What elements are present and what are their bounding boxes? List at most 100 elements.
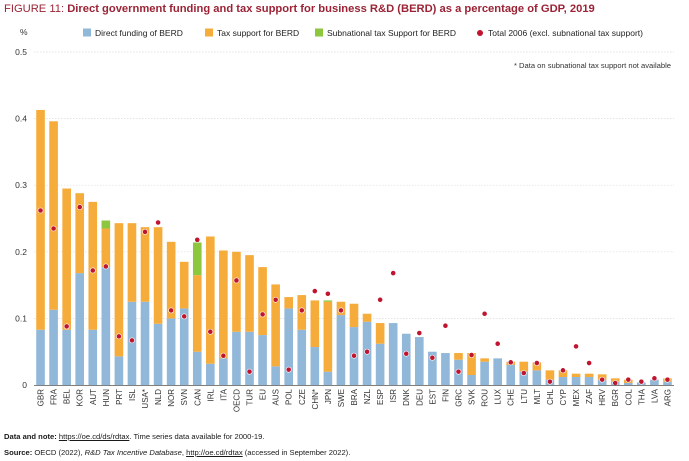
bar-segment [232, 331, 241, 385]
y-tick-label: 0.3 [15, 180, 27, 190]
legend-label: Direct funding of BERD [95, 28, 183, 38]
marker-point [338, 307, 344, 314]
bar-segment [127, 223, 137, 302]
data-note-link[interactable]: https://oe.cd/ds/rdtax [58, 432, 130, 441]
marker-point [586, 360, 593, 366]
bar-segment [480, 358, 489, 362]
marker-point [403, 350, 410, 357]
marker-point [207, 328, 214, 335]
bar-segment [271, 366, 280, 385]
x-tick-label: HRV [598, 388, 607, 405]
bar-segment [127, 301, 137, 385]
marker-point [664, 376, 671, 383]
bar-chart: 0 0.1 0.2 0.3 0.4 0.5 % Direct funding of BER… [15, 27, 674, 412]
source-label: Source: [4, 448, 33, 457]
marker-point [351, 352, 357, 359]
source-text: OECD (2022), [32, 448, 85, 457]
marker-point [155, 219, 161, 226]
bar-segment [584, 377, 594, 385]
x-tick-label: EST [428, 389, 437, 405]
x-tick-label: FIN [441, 389, 450, 402]
bar-segment [206, 236, 215, 364]
marker-point [324, 290, 331, 297]
marker-point [220, 352, 227, 359]
marker-point [442, 322, 449, 329]
x-tick-label: GBR [37, 389, 46, 407]
marker-point [76, 204, 83, 211]
source-database: R&D Tax Incentive Database [84, 448, 182, 457]
marker-point [573, 343, 579, 350]
y-tick-label: 0.4 [15, 114, 27, 124]
x-tick-label: ISR [389, 389, 398, 403]
marker-point [298, 307, 305, 314]
bar-segment [584, 373, 594, 378]
source-link[interactable]: http://oe.cd/rdtax [186, 448, 243, 457]
bar-segment [284, 308, 294, 385]
bar-segment [467, 353, 476, 376]
bar-segment [650, 379, 659, 385]
marker-point [494, 340, 501, 347]
bar-segment [349, 303, 359, 328]
source-sep: , [181, 448, 187, 457]
bar-segment [101, 267, 111, 385]
bar-segment [245, 331, 254, 385]
marker-point [272, 296, 279, 303]
x-tick-label: HUN [102, 389, 111, 407]
bar-segment [323, 300, 333, 302]
marker-point [233, 277, 240, 284]
marker-point [115, 333, 122, 340]
marker-point [638, 378, 645, 385]
x-tick-label: NZL [363, 388, 372, 404]
bar-segment [49, 121, 58, 310]
bar-segment [219, 250, 228, 359]
x-tick-label: CHL [546, 388, 555, 405]
marker-point [625, 376, 632, 383]
marker-point [89, 267, 96, 274]
legend-label: Tax support for BERD [217, 28, 299, 38]
bar-segment [140, 227, 150, 302]
bar-segment [610, 378, 620, 382]
x-tick-label: ROU [481, 389, 490, 407]
figure-title-text: Direct government funding and tax suppor… [67, 3, 595, 15]
x-tick-label: LUX [494, 388, 503, 404]
x-tick-label: MEX [572, 388, 581, 406]
y-axis-label: % [20, 27, 28, 37]
bar-segment [101, 228, 111, 268]
bar-segment [153, 323, 163, 385]
legend-label: Total 2006 (excl. subnational tax suppor… [488, 28, 643, 38]
bar-segment [258, 335, 267, 385]
bar-segment [506, 365, 516, 385]
marker-point [37, 207, 44, 214]
y-tick-label: 0.1 [15, 313, 27, 323]
marker-point [468, 352, 475, 358]
figure-label: FIGURE 11: [4, 3, 65, 15]
bar-segment [114, 223, 124, 357]
bar-segment [179, 261, 189, 309]
bar-segment [206, 363, 215, 385]
marker-point [246, 368, 253, 375]
marker-point [181, 313, 188, 320]
x-tick-label: KOR [76, 389, 85, 407]
bar-segment [192, 242, 202, 276]
bar-segment [467, 375, 476, 385]
y-tick-label: 0 [22, 380, 27, 390]
bar-segment [192, 275, 202, 352]
x-tick-label: AUS [272, 389, 281, 405]
marker-point [481, 310, 488, 317]
x-tick-label: BEL [63, 388, 72, 404]
x-tick-label: LVA [650, 388, 659, 403]
x-tick-label: AUT [89, 389, 98, 405]
marker-point [50, 225, 57, 232]
marker-point [168, 307, 175, 314]
marker-point [520, 370, 527, 376]
legend-swatch [205, 28, 213, 37]
bar-segment [114, 356, 124, 385]
bar-segment [454, 353, 463, 360]
x-tick-label: GRC [454, 389, 463, 407]
bar-segment [663, 381, 672, 385]
bar-segment [166, 241, 176, 319]
bar-segment [558, 370, 568, 378]
marker-point [377, 296, 384, 303]
bar-segment [336, 315, 346, 385]
x-tick-label: CAN [193, 389, 202, 406]
